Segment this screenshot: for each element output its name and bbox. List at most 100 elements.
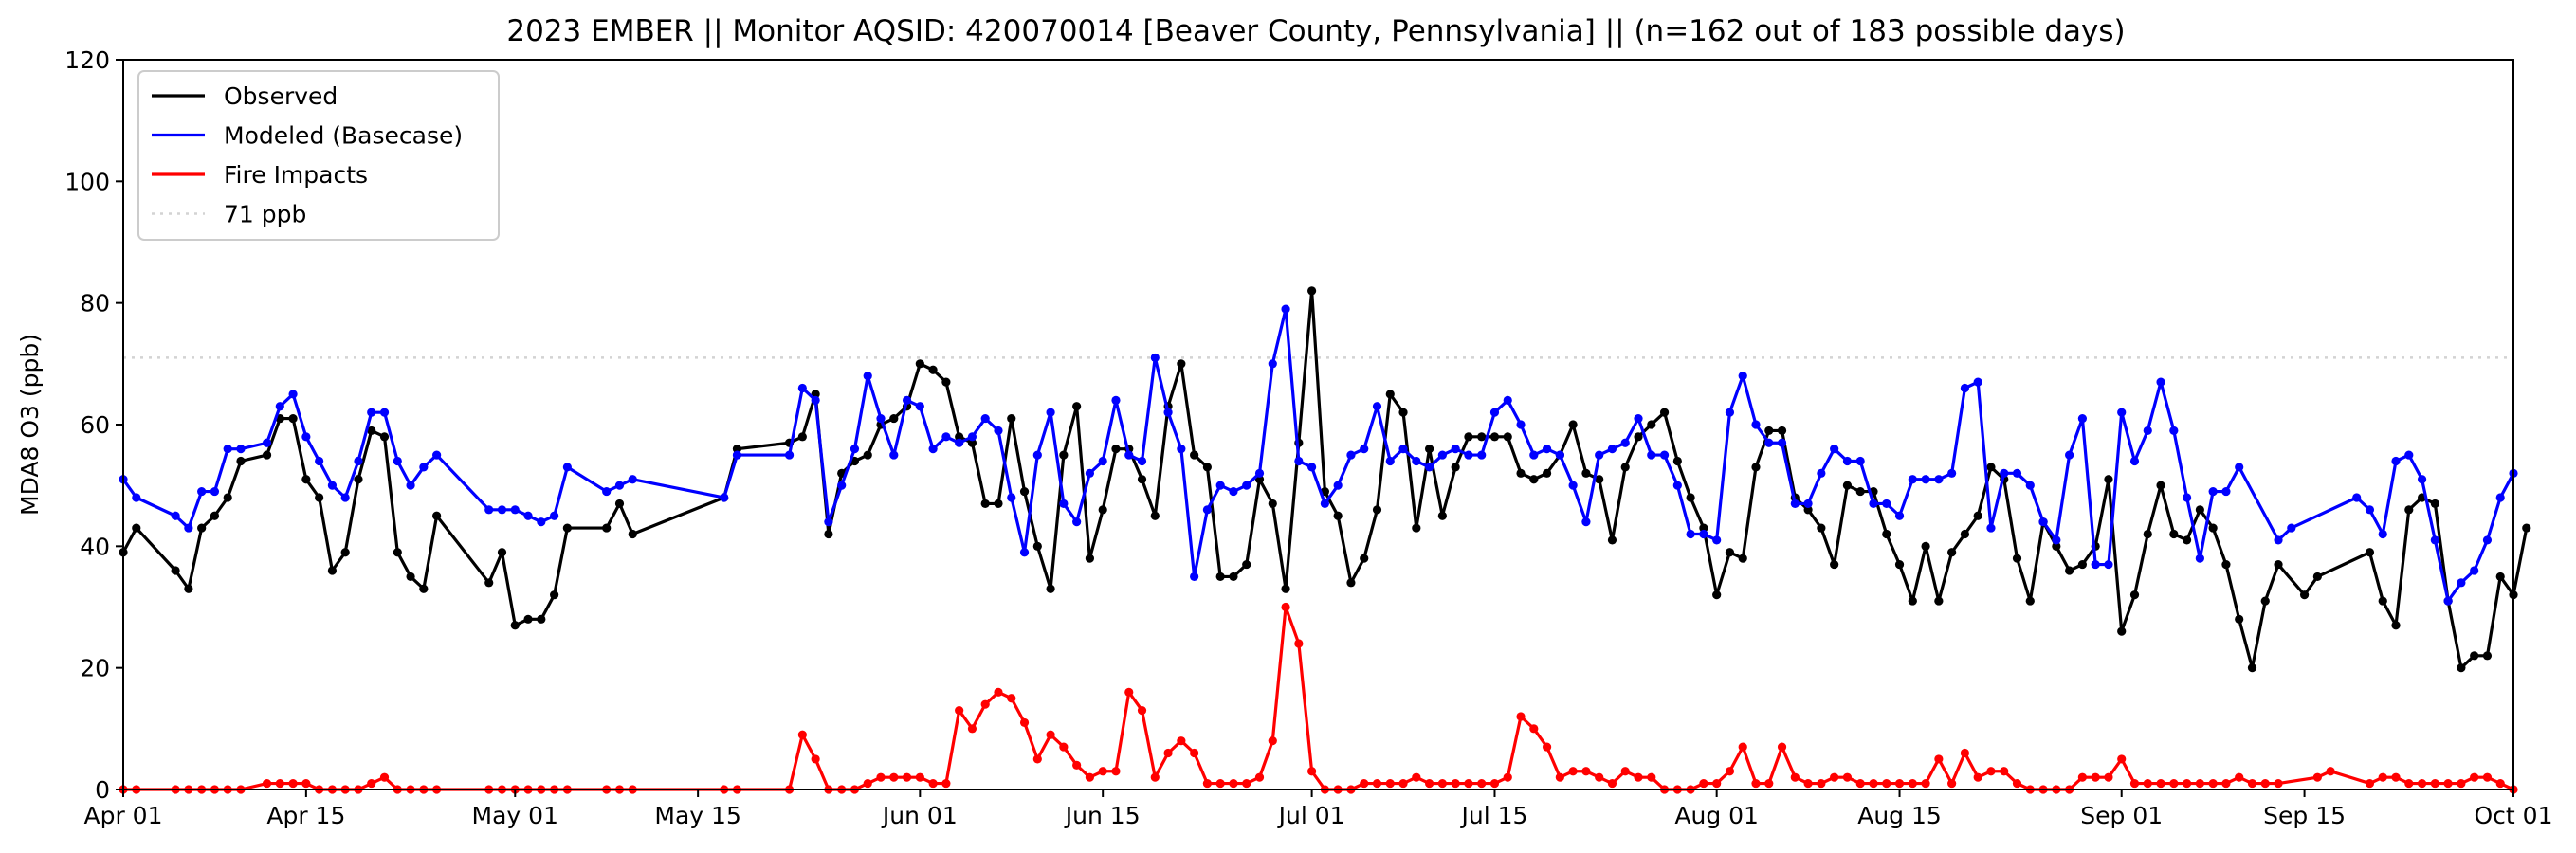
data-point — [379, 772, 390, 782]
data-point — [210, 486, 220, 497]
y-tick-label: 60 — [80, 411, 110, 439]
data-point — [824, 529, 833, 539]
data-point — [1346, 450, 1356, 460]
data-point — [1568, 767, 1578, 776]
data-point — [915, 402, 924, 411]
data-point — [315, 493, 324, 502]
x-tick-label: Oct 01 — [2475, 802, 2553, 829]
data-point — [941, 377, 951, 387]
data-point — [2482, 772, 2493, 782]
data-point — [1019, 548, 1030, 557]
data-point — [2156, 481, 2165, 490]
data-point — [1281, 584, 1290, 593]
data-point — [1437, 450, 1447, 460]
y-tick-label: 20 — [80, 655, 110, 682]
data-point — [2025, 596, 2035, 606]
data-point — [1177, 736, 1186, 746]
data-point — [1672, 456, 1682, 466]
data-point — [288, 413, 298, 424]
data-point — [1477, 432, 1487, 442]
data-point — [1215, 481, 1225, 490]
data-point — [2077, 413, 2087, 424]
data-point — [1412, 523, 1421, 533]
data-point — [2470, 772, 2479, 782]
data-point — [2221, 778, 2231, 789]
data-point — [393, 548, 402, 557]
data-point — [602, 486, 612, 497]
y-tick-label: 40 — [80, 533, 110, 560]
data-point — [2378, 529, 2387, 539]
data-point — [2235, 463, 2244, 472]
data-point — [1659, 450, 1670, 460]
data-point — [1960, 383, 1970, 393]
data-point — [2522, 523, 2531, 533]
data-point — [432, 511, 442, 520]
data-point — [967, 432, 977, 442]
data-point — [2391, 456, 2401, 466]
data-point — [223, 493, 232, 502]
data-point — [1268, 499, 1277, 509]
data-point — [1712, 778, 1722, 789]
x-tick-label: Jul 01 — [1277, 802, 1345, 829]
data-point — [1451, 445, 1460, 454]
data-point — [1921, 475, 1930, 484]
data-point — [354, 456, 363, 466]
data-point — [1751, 778, 1761, 789]
data-point — [1555, 772, 1564, 782]
data-point — [1412, 456, 1421, 466]
data-point — [1986, 523, 1996, 533]
data-point — [2457, 578, 2466, 588]
data-point — [2470, 566, 2479, 575]
data-point — [2495, 493, 2505, 502]
y-tick-label: 100 — [64, 168, 110, 195]
data-point — [1960, 529, 1970, 539]
data-point — [850, 445, 860, 454]
data-point — [2208, 523, 2218, 533]
data-point — [1372, 402, 1382, 411]
data-point — [1764, 426, 1774, 436]
data-point — [497, 505, 507, 515]
data-point — [1059, 450, 1069, 460]
data-point — [1032, 541, 1042, 551]
data-point — [184, 584, 193, 593]
data-point — [1281, 304, 1290, 314]
data-point — [550, 590, 559, 600]
data-point — [902, 772, 912, 782]
data-point — [1059, 742, 1069, 752]
data-point — [1568, 420, 1578, 429]
data-point — [1489, 778, 1500, 789]
data-point — [2352, 493, 2362, 502]
data-point — [1202, 778, 1212, 789]
series-line-observed — [121, 289, 2529, 670]
data-point — [2457, 663, 2466, 673]
data-point — [184, 523, 193, 533]
x-tick-label: Jun 15 — [1064, 802, 1141, 829]
data-point — [1817, 523, 1826, 533]
data-point — [1986, 767, 1996, 776]
data-point — [1908, 596, 1917, 606]
data-point — [1516, 420, 1526, 429]
data-point — [1451, 463, 1460, 472]
data-point — [1855, 456, 1865, 466]
data-point — [1947, 548, 1957, 557]
data-point — [1385, 456, 1395, 466]
data-point — [1451, 778, 1460, 789]
data-point — [955, 432, 964, 442]
data-point — [837, 481, 847, 490]
data-point — [1620, 767, 1630, 776]
y-tick-label: 0 — [95, 776, 110, 804]
data-point — [1607, 778, 1617, 789]
data-point — [1385, 778, 1395, 789]
data-point — [223, 445, 232, 454]
data-point — [2274, 778, 2283, 789]
data-point — [720, 493, 729, 502]
data-point — [2195, 554, 2204, 563]
data-point — [2077, 772, 2087, 782]
data-point — [523, 511, 533, 520]
data-point — [1529, 450, 1539, 460]
data-point — [1019, 486, 1030, 497]
legend-label-observed: Observed — [224, 82, 338, 110]
data-point — [2012, 554, 2022, 563]
data-point — [315, 456, 324, 466]
data-point — [1842, 772, 1853, 782]
